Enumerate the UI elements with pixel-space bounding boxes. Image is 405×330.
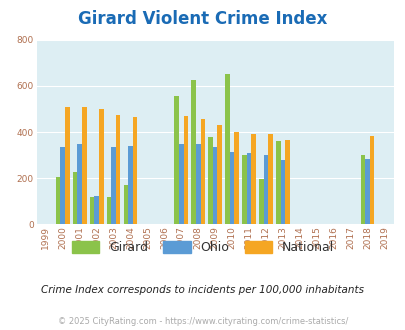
Bar xyxy=(56,177,60,224)
Bar xyxy=(225,74,229,224)
Bar xyxy=(77,144,82,224)
Bar xyxy=(242,155,246,224)
Text: © 2025 CityRating.com - https://www.cityrating.com/crime-statistics/: © 2025 CityRating.com - https://www.city… xyxy=(58,317,347,326)
Bar xyxy=(128,146,132,224)
Bar xyxy=(60,147,65,224)
Bar xyxy=(191,80,196,224)
Bar xyxy=(246,153,251,224)
Bar xyxy=(251,134,255,224)
Bar xyxy=(280,160,284,224)
Bar xyxy=(229,152,234,224)
Bar xyxy=(90,197,94,224)
Bar xyxy=(82,107,86,224)
Bar xyxy=(360,155,364,224)
Bar xyxy=(263,155,268,224)
Bar xyxy=(200,119,205,224)
Bar xyxy=(284,140,289,224)
Bar xyxy=(275,141,280,224)
Bar xyxy=(183,116,188,224)
Bar xyxy=(196,144,200,224)
Bar xyxy=(124,185,128,224)
Bar xyxy=(369,136,373,224)
Bar xyxy=(132,117,137,224)
Bar xyxy=(99,109,103,224)
Bar xyxy=(234,132,239,224)
Bar xyxy=(115,115,120,224)
Bar xyxy=(258,180,263,224)
Bar xyxy=(268,134,272,224)
Bar xyxy=(174,96,179,224)
Bar xyxy=(94,195,99,224)
Legend: Girard, Ohio, National: Girard, Ohio, National xyxy=(66,236,339,259)
Bar xyxy=(107,197,111,224)
Bar xyxy=(208,137,212,224)
Bar xyxy=(179,144,183,224)
Text: Crime Index corresponds to incidents per 100,000 inhabitants: Crime Index corresponds to incidents per… xyxy=(41,285,364,295)
Bar xyxy=(72,172,77,224)
Text: Girard Violent Crime Index: Girard Violent Crime Index xyxy=(78,10,327,28)
Bar xyxy=(65,107,70,224)
Bar xyxy=(217,125,222,224)
Bar xyxy=(111,147,115,224)
Bar xyxy=(212,147,217,224)
Bar xyxy=(364,159,369,224)
